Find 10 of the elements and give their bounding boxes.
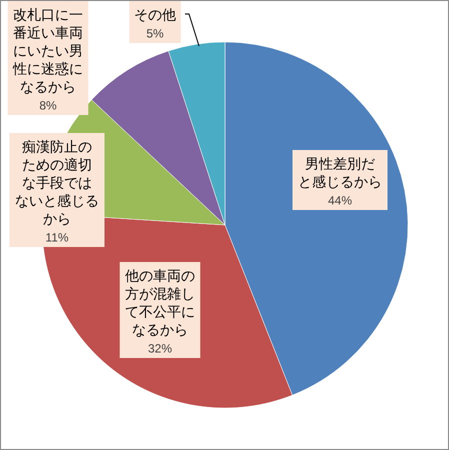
slice-label: 改札口に一番近い車両にいたい男性に迷惑になるから (12, 7, 83, 96)
slice-label: 他の車両の方が混雑して不公平になるから (125, 268, 195, 338)
slice-label: 男性差別だと感じるから (298, 156, 382, 190)
slice-label: その他 (134, 7, 176, 24)
slice-label: 痴漢防止のための適切な手段ではないと感じるから (15, 139, 99, 228)
data-label: 32% (148, 341, 172, 356)
data-label: 8% (39, 98, 57, 112)
data-label: 44% (328, 193, 352, 208)
data-label: 5% (146, 26, 164, 40)
data-label: 11% (45, 230, 69, 244)
